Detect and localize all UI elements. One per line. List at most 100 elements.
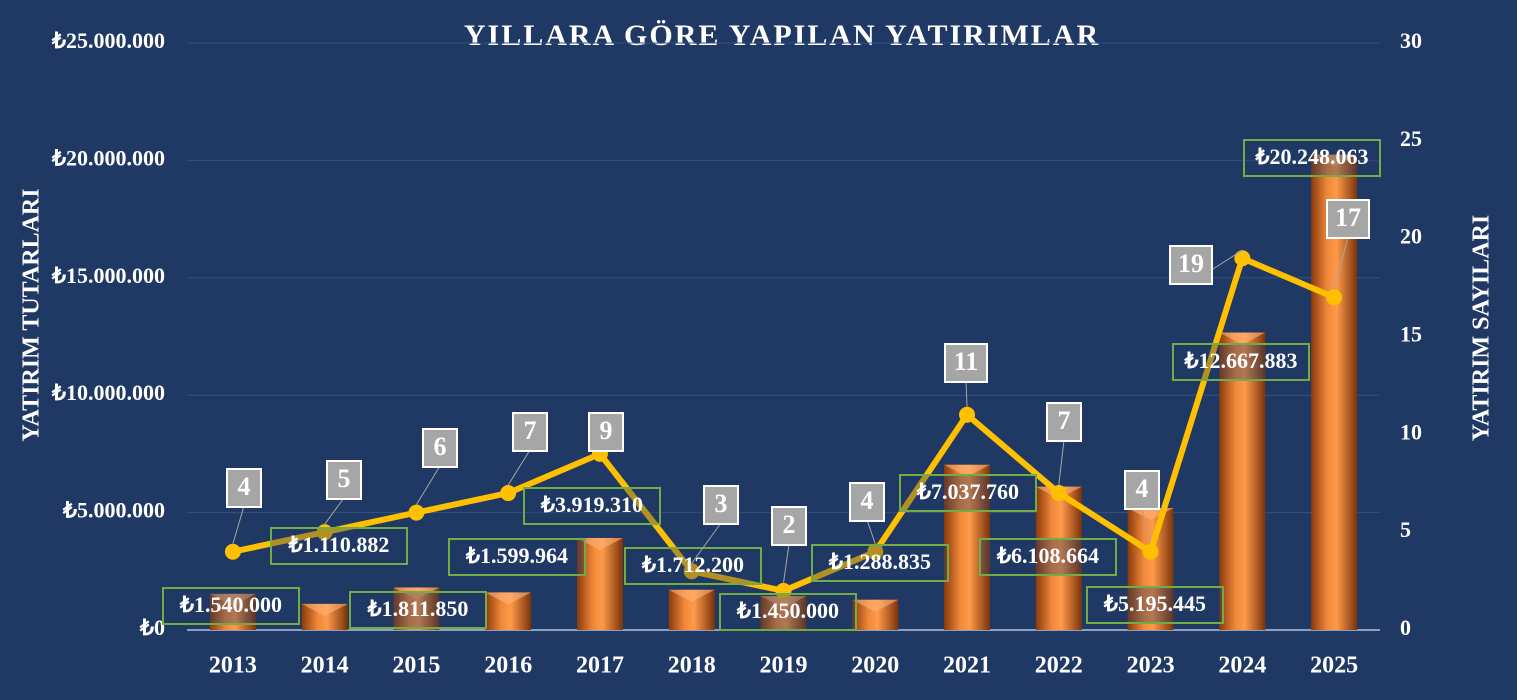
bar-cap — [668, 589, 715, 602]
line-value-label: 6 — [434, 432, 447, 461]
bar-cap — [301, 603, 348, 616]
bar-cap — [944, 464, 991, 477]
y2-tick-label: 25 — [1400, 126, 1422, 151]
leader-line — [415, 465, 441, 505]
line-value-label-box — [1046, 402, 1082, 442]
bar-value-label: ₺1.599.964 — [465, 543, 568, 568]
bar-cap — [852, 599, 899, 612]
leader-line — [691, 522, 722, 564]
line-value-label-box — [771, 506, 807, 546]
x-tick-label: 2021 — [943, 653, 991, 679]
line-value-label: 4 — [1136, 474, 1149, 503]
line-value-label: 7 — [524, 416, 537, 445]
line-value-label-box — [849, 482, 885, 522]
line-marker — [408, 504, 425, 521]
leader-line — [1333, 236, 1349, 290]
line-value-label: 7 — [1058, 406, 1071, 435]
leader-line — [232, 505, 245, 544]
line-value-label-box — [226, 468, 262, 508]
y2-tick-label: 5 — [1400, 517, 1411, 542]
line-value-label: 17 — [1335, 203, 1361, 232]
bar-value-label-box — [448, 538, 586, 576]
y2-tick-label: 0 — [1400, 615, 1411, 640]
x-tick-label: 2022 — [1035, 653, 1083, 679]
y2-tick-label: 20 — [1400, 224, 1422, 249]
bar — [1035, 486, 1082, 630]
line-marker — [1234, 250, 1251, 267]
bar-value-label-box — [523, 487, 661, 525]
y-axis-title: YATIRIM TUTARLARI — [19, 188, 45, 441]
line-value-label-box — [1124, 470, 1160, 510]
x-tick-label: 2019 — [760, 653, 808, 679]
bar-value-label: ₺20.248.063 — [1255, 144, 1369, 169]
leader-line — [1058, 439, 1065, 486]
y2-axis-title: YATIRIM SAYILARI — [1469, 215, 1495, 442]
y-tick-label: ₺20.000.000 — [51, 145, 165, 170]
bar-cap — [576, 537, 623, 550]
bar-value-label-box — [162, 587, 300, 625]
line-value-label-box — [422, 428, 458, 468]
line-value-label: 4 — [861, 486, 874, 515]
bar-value-label: ₺1.811.850 — [367, 596, 469, 621]
bar-cap — [209, 593, 256, 606]
line-value-label-box — [703, 485, 739, 525]
bar-value-label-box — [811, 544, 949, 582]
line-marker — [500, 485, 517, 502]
bar-value-label: ₺1.540.000 — [179, 592, 282, 617]
line-marker — [683, 563, 700, 580]
y-tick-label: ₺25.000.000 — [51, 28, 165, 53]
x-tick-label: 2020 — [851, 653, 899, 679]
bar-cap — [485, 592, 532, 605]
line-value-label: 3 — [715, 489, 728, 518]
bar — [944, 464, 991, 630]
leader-line — [866, 519, 876, 544]
y2-tick-label: 30 — [1400, 28, 1422, 53]
bar-cap — [393, 587, 440, 600]
bar-value-label: ₺6.108.664 — [996, 543, 1099, 568]
bar-value-label: ₺1.450.000 — [736, 598, 839, 623]
chart-title: YILLARA GÖRE YAPILAN YATIRIMLAR — [464, 19, 1100, 52]
bar — [1127, 508, 1174, 630]
bar-cap — [1311, 154, 1358, 167]
bar-value-label: ₺3.919.310 — [540, 492, 643, 517]
y-tick-label: ₺0 — [139, 615, 165, 640]
bar-value-label-box — [1243, 139, 1381, 177]
x-tick-label: 2025 — [1310, 653, 1358, 679]
x-tick-label: 2016 — [484, 653, 532, 679]
bar-value-label-box — [719, 593, 857, 631]
line-marker — [867, 543, 884, 560]
line-marker — [1326, 289, 1343, 306]
bar-value-label-box — [624, 547, 762, 585]
bar-cap — [1219, 332, 1266, 345]
y-tick-label: ₺10.000.000 — [51, 380, 165, 405]
bar-value-label: ₺1.110.882 — [288, 532, 390, 557]
line-marker — [1142, 543, 1159, 560]
line-value-label: 4 — [238, 472, 251, 501]
leader-line — [965, 380, 968, 407]
line-marker — [224, 543, 241, 560]
bar-value-label-box — [270, 527, 408, 565]
x-tick-label: 2023 — [1127, 653, 1175, 679]
y-tick-label: ₺15.000.000 — [51, 263, 165, 288]
x-tick-label: 2018 — [668, 653, 716, 679]
bar-value-label-box — [979, 538, 1117, 576]
leader-line — [783, 543, 790, 583]
leader-line — [324, 497, 345, 525]
line-value-label: 9 — [600, 416, 613, 445]
line-value-label: 2 — [783, 510, 796, 539]
y2-tick-label: 10 — [1400, 419, 1422, 444]
line-marker — [959, 406, 976, 423]
line-value-label-box — [1326, 199, 1370, 239]
bar-value-label: ₺1.288.835 — [828, 549, 931, 574]
bar-value-label: ₺7.037.760 — [916, 479, 1019, 504]
bar-value-label-box — [1172, 343, 1310, 381]
x-tick-label: 2024 — [1218, 653, 1266, 679]
x-tick-label: 2015 — [392, 653, 440, 679]
line-value-label: 11 — [954, 347, 979, 376]
y2-tick-label: 15 — [1400, 322, 1422, 347]
bar-cap — [760, 595, 807, 608]
bar-value-label-box — [349, 591, 487, 629]
y-tick-label: ₺5.000.000 — [62, 498, 165, 523]
